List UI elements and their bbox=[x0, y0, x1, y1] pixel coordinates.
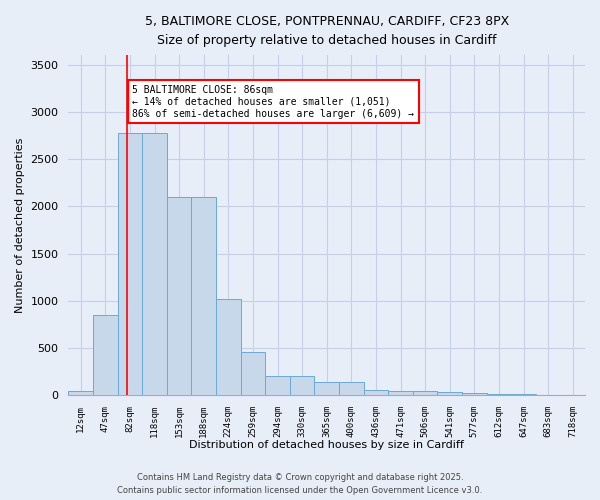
X-axis label: Distribution of detached houses by size in Cardiff: Distribution of detached houses by size … bbox=[189, 440, 464, 450]
Bar bbox=[388, 390, 413, 395]
Bar bbox=[167, 197, 191, 395]
Text: Contains HM Land Registry data © Crown copyright and database right 2025.
Contai: Contains HM Land Registry data © Crown c… bbox=[118, 474, 482, 495]
Text: 5 BALTIMORE CLOSE: 86sqm
← 14% of detached houses are smaller (1,051)
86% of sem: 5 BALTIMORE CLOSE: 86sqm ← 14% of detach… bbox=[133, 86, 415, 118]
Y-axis label: Number of detached properties: Number of detached properties bbox=[15, 138, 25, 313]
Title: 5, BALTIMORE CLOSE, PONTPRENNAU, CARDIFF, CF23 8PX
Size of property relative to : 5, BALTIMORE CLOSE, PONTPRENNAU, CARDIFF… bbox=[145, 15, 509, 47]
Bar bbox=[339, 382, 364, 395]
Bar bbox=[68, 390, 93, 395]
Bar bbox=[142, 132, 167, 395]
Bar bbox=[216, 299, 241, 395]
Bar bbox=[241, 352, 265, 395]
Bar bbox=[314, 382, 339, 395]
Bar bbox=[118, 132, 142, 395]
Bar bbox=[290, 376, 314, 395]
Bar bbox=[511, 394, 536, 395]
Bar bbox=[364, 390, 388, 395]
Bar bbox=[93, 315, 118, 395]
Bar bbox=[191, 197, 216, 395]
Bar bbox=[487, 394, 511, 395]
Bar bbox=[265, 376, 290, 395]
Bar bbox=[413, 392, 437, 395]
Bar bbox=[437, 392, 462, 395]
Bar bbox=[462, 394, 487, 395]
